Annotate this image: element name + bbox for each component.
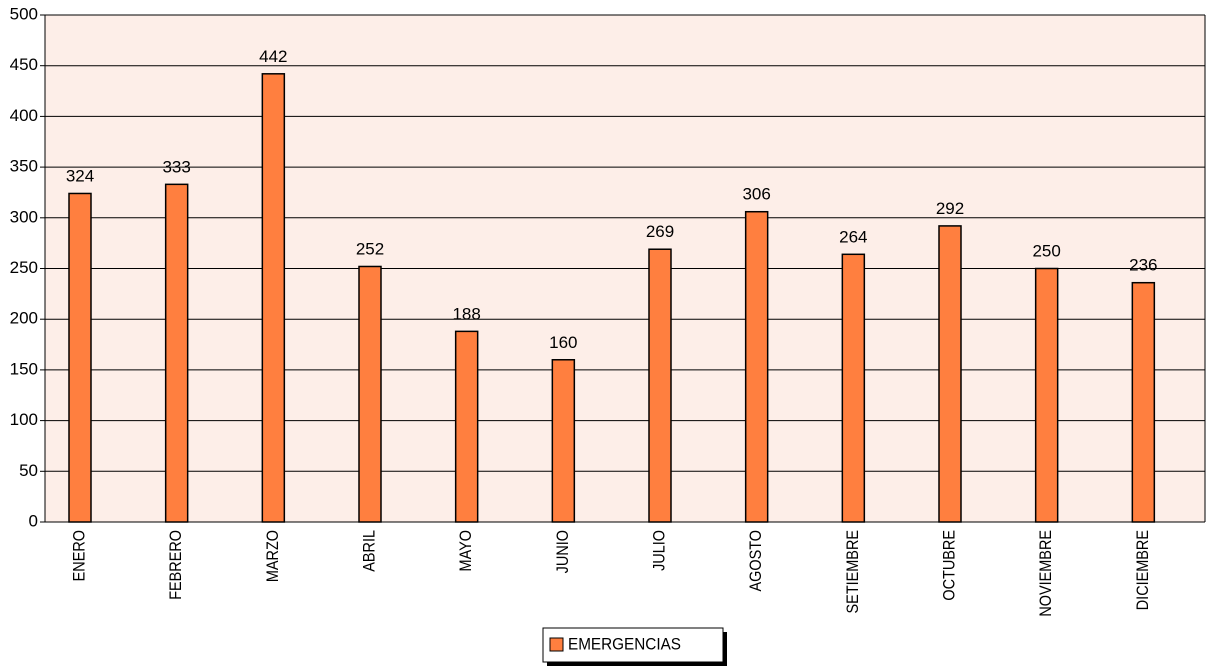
x-tick-label: ENERO — [70, 530, 88, 581]
bar — [648, 248, 672, 523]
bar — [454, 330, 479, 523]
bar — [1034, 267, 1059, 523]
data-label: 292 — [936, 199, 964, 218]
y-tick-label: 500 — [10, 4, 38, 23]
y-tick-label: 200 — [10, 309, 38, 328]
data-label: 264 — [839, 227, 867, 246]
data-label: 324 — [66, 166, 94, 185]
bar — [841, 253, 866, 523]
data-label: 252 — [356, 239, 384, 258]
y-tick-label: 100 — [10, 410, 38, 429]
bar — [261, 73, 286, 523]
data-label: 333 — [162, 157, 190, 176]
x-tick-label: SETIEMBRE — [844, 530, 862, 613]
data-label: 160 — [549, 333, 577, 352]
legend: EMERGENCIAS — [542, 627, 727, 666]
x-tick-label: DICIEMBRE — [1134, 530, 1152, 610]
bar — [744, 210, 769, 523]
data-label: 442 — [259, 47, 287, 66]
x-tick-label: JUNIO — [554, 530, 572, 573]
x-tick-label: JULIO — [650, 530, 668, 571]
y-tick-label: 0 — [29, 511, 38, 530]
y-tick-label: 50 — [19, 461, 38, 480]
legend-label: EMERGENCIAS — [568, 635, 681, 654]
data-label: 236 — [1129, 256, 1157, 275]
y-tick-label: 150 — [10, 359, 38, 378]
bar — [68, 192, 92, 523]
x-tick-label: AGOSTO — [747, 530, 765, 592]
y-tick-label: 400 — [10, 106, 38, 125]
data-label: 306 — [742, 185, 770, 204]
legend-box — [542, 627, 724, 663]
x-tick-label: ABRIL — [360, 530, 378, 572]
y-tick-label: 350 — [10, 157, 38, 176]
x-tick-label: MARZO — [264, 530, 282, 582]
bar — [551, 359, 576, 523]
y-tick-label: 450 — [10, 55, 38, 74]
bar — [164, 183, 189, 523]
bar — [938, 225, 962, 523]
legend-swatch — [549, 637, 564, 652]
x-tick-label: MAYO — [457, 530, 475, 571]
x-tick-label: FEBRERO — [167, 530, 185, 600]
bar — [1131, 281, 1156, 523]
x-tick-label: OCTUBRE — [940, 530, 958, 601]
data-label: 269 — [646, 222, 674, 241]
y-tick-label: 300 — [10, 207, 38, 226]
data-label: 250 — [1032, 242, 1060, 261]
data-label: 188 — [452, 304, 480, 323]
y-tick-label: 250 — [10, 258, 38, 277]
x-tick-label: NOVIEMBRE — [1037, 530, 1055, 617]
bar — [358, 265, 382, 523]
